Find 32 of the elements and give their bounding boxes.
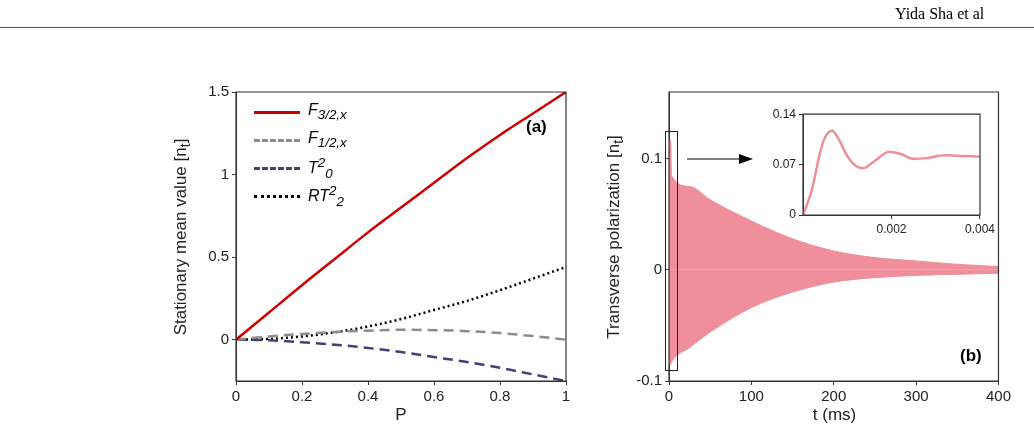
y-tick-label: 0.07 [772,156,797,171]
x-tick-label: 0.002 [876,221,907,236]
x-tick-label: 0 [664,387,674,405]
x-tick-label: 0.2 [291,387,313,405]
y-tick-label: 0 [789,207,797,222]
y-tick-label: 0.14 [772,106,797,121]
y-tick-label: 1 [220,164,229,182]
legend-label: F$_{1/2,x}$ [308,129,347,151]
x-tick-label: 400 [985,387,1011,405]
y-tick-label: 0 [653,259,662,277]
x-tick-label: 1 [561,387,571,405]
x-tick-label: 0.4 [357,387,379,405]
y-tick-label: 0.1 [641,148,662,166]
y-tick-label: 1.5 [208,82,229,100]
x-axis-title: t (ms) [812,405,857,425]
x-tick-label: 0.004 [964,221,996,236]
x-tick-label: 0 [231,387,241,405]
y-tick-label: -0.1 [636,371,662,389]
x-tick-label: 0.8 [489,387,511,405]
x-tick-label: 200 [821,387,847,405]
text: Yida Sha et al [895,5,985,23]
x-tick-label: 300 [903,387,929,405]
x-tick-label: 0.6 [423,387,445,405]
annotation: (a) [526,117,547,137]
x-tick-label: 100 [738,387,764,405]
annotation: (b) [960,346,982,366]
line-series [236,328,566,341]
x-axis-title: P [395,405,407,425]
y-tick-label: 0.5 [208,247,229,265]
line-series [236,92,566,341]
legend-label: F$_{3/2,x}$ [308,101,347,123]
y-tick-label: 0 [220,329,229,347]
